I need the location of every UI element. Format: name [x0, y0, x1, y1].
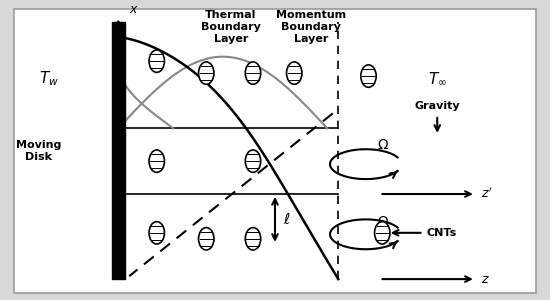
Ellipse shape [245, 62, 261, 84]
Text: $T_w$: $T_w$ [40, 70, 59, 88]
Text: Momentum
Boundary
Layer: Momentum Boundary Layer [276, 11, 346, 43]
Text: $T_\infty$: $T_\infty$ [428, 71, 447, 87]
Ellipse shape [199, 228, 214, 250]
Ellipse shape [361, 65, 376, 87]
Ellipse shape [287, 62, 302, 84]
Text: Gravity: Gravity [415, 101, 460, 111]
Ellipse shape [245, 228, 261, 250]
Text: Moving
Disk: Moving Disk [16, 140, 61, 161]
Text: $z'$: $z'$ [481, 187, 493, 201]
Ellipse shape [375, 222, 390, 244]
Text: $\Omega$: $\Omega$ [377, 215, 389, 230]
FancyBboxPatch shape [14, 9, 536, 292]
Text: $\ell$: $\ell$ [283, 212, 291, 227]
Text: $z$: $z$ [481, 273, 490, 286]
Ellipse shape [149, 150, 164, 172]
Text: CNTs: CNTs [426, 228, 456, 238]
Ellipse shape [199, 62, 214, 84]
Text: $x$: $x$ [129, 3, 139, 16]
Text: $\Omega$: $\Omega$ [377, 138, 389, 152]
Text: Thermal
Boundary
Layer: Thermal Boundary Layer [201, 11, 261, 43]
Ellipse shape [149, 222, 164, 244]
Ellipse shape [149, 50, 164, 72]
Ellipse shape [245, 150, 261, 172]
